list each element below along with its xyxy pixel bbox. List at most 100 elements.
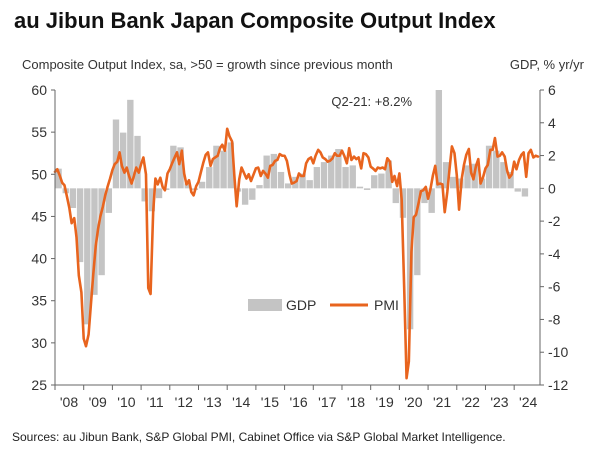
gdp-bar [514, 188, 521, 192]
x-tick-label: '16 [289, 394, 307, 410]
gdp-bar [177, 147, 184, 189]
gdp-bar [371, 175, 378, 189]
gdp-bar [450, 176, 457, 189]
gdp-bar [241, 188, 249, 205]
gdp-bar [493, 150, 500, 189]
gdp-bar [134, 135, 141, 189]
gdp-bar [277, 171, 285, 189]
gdp-bar [105, 188, 112, 213]
left-tick-label: 30 [31, 335, 47, 351]
gdp-bar [435, 90, 443, 189]
right-tick-label: 0 [548, 180, 556, 196]
gdp-bar [127, 99, 134, 189]
gdp-bar [363, 188, 371, 190]
gdp-bar [141, 188, 148, 202]
gdp-bar [485, 145, 493, 189]
gdp-bar [76, 188, 84, 263]
gdp-bar [306, 180, 313, 189]
pmi-line [53, 127, 540, 380]
x-tick-label: '09 [89, 394, 107, 410]
gdp-bar [299, 173, 306, 189]
gdp-bar [313, 167, 321, 189]
gdp-bar [392, 188, 399, 204]
left-tick-label: 55 [31, 124, 47, 140]
gdp-bar [385, 160, 392, 189]
source-note: Sources: au Jibun Bank, S&P Global PMI, … [12, 430, 506, 444]
legend-gdp-swatch [248, 299, 282, 311]
legend-pmi-label: PMI [374, 297, 399, 313]
gdp-bar [500, 162, 507, 189]
x-tick-label: '23 [490, 394, 508, 410]
gdp-bar [148, 188, 156, 212]
gdp-bar [521, 188, 529, 197]
gdp-bar [91, 188, 98, 295]
right-tick-label: 6 [548, 82, 556, 98]
gdp-bar [263, 155, 270, 189]
gdp-bar [464, 165, 471, 189]
x-tick-label: '18 [347, 394, 365, 410]
left-tick-label: 40 [31, 251, 47, 267]
gdp-bar [328, 155, 335, 189]
gdp-bar [428, 188, 435, 213]
x-tick-label: '08 [60, 394, 78, 410]
gdp-bar [198, 181, 206, 189]
gdp-bar [349, 165, 356, 189]
gdp-bar [414, 188, 421, 276]
gdp-bar [184, 183, 191, 189]
left-tick-label: 25 [31, 377, 47, 393]
left-axis-subtitle: Composite Output Index, sa, >50 = growth… [22, 57, 393, 72]
gdp-bar [69, 188, 77, 208]
right-axis-subtitle: GDP, % yr/yr [509, 57, 584, 72]
legend-gdp-label: GDP [286, 297, 316, 313]
left-tick-label: 60 [31, 82, 47, 98]
right-tick-label: -12 [548, 377, 568, 393]
gdp-bar [98, 188, 105, 276]
gdp-bar [378, 173, 385, 189]
gdp-bar [335, 149, 342, 189]
gdp-bar [170, 145, 177, 189]
x-tick-label: '21 [433, 394, 451, 410]
left-tick-label: 45 [31, 208, 47, 224]
left-tick-label: 50 [31, 166, 47, 182]
x-tick-label: '15 [261, 394, 279, 410]
x-tick-label: '24 [519, 394, 537, 410]
x-tick-label: '17 [318, 394, 336, 410]
right-tick-label: -10 [548, 344, 568, 360]
gdp-annotation: Q2-21: +8.2% [331, 94, 412, 109]
gdp-bar [55, 168, 62, 189]
gdp-bar [119, 132, 127, 189]
right-tick-label: 4 [548, 115, 556, 131]
x-tick-label: '11 [146, 394, 163, 410]
right-tick-label: -4 [548, 246, 561, 262]
gdp-bar [213, 145, 220, 189]
right-tick-label: -6 [548, 279, 561, 295]
gdp-bar [507, 171, 514, 189]
x-tick-label: '12 [175, 394, 193, 410]
gdp-bar [442, 162, 450, 189]
x-tick-label: '10 [117, 394, 135, 410]
gdp-bar [356, 186, 364, 189]
right-tick-label: 2 [548, 148, 556, 164]
chart-title: au Jibun Bank Japan Composite Output Ind… [14, 8, 496, 33]
gdp-bar [206, 167, 213, 189]
x-tick-label: '20 [404, 394, 422, 410]
x-tick-label: '13 [203, 394, 221, 410]
x-tick-label: '14 [232, 394, 250, 410]
x-tick-label: '22 [462, 394, 480, 410]
gdp-bar [421, 188, 428, 204]
gdp-bar [220, 150, 227, 189]
x-tick-label: '19 [376, 394, 394, 410]
gdp-bar [342, 167, 349, 189]
left-tick-label: 35 [31, 293, 47, 309]
right-tick-label: -8 [548, 311, 561, 327]
gdp-bar [84, 188, 91, 325]
gdp-bar [112, 119, 120, 189]
gdp-bar [320, 162, 328, 189]
gdp-bar [227, 142, 234, 189]
gdp-bar [155, 188, 163, 199]
gdp-bar [256, 185, 263, 189]
gdp-bar [270, 153, 278, 189]
gdp-bar [284, 183, 292, 189]
gdp-bar [249, 188, 256, 200]
